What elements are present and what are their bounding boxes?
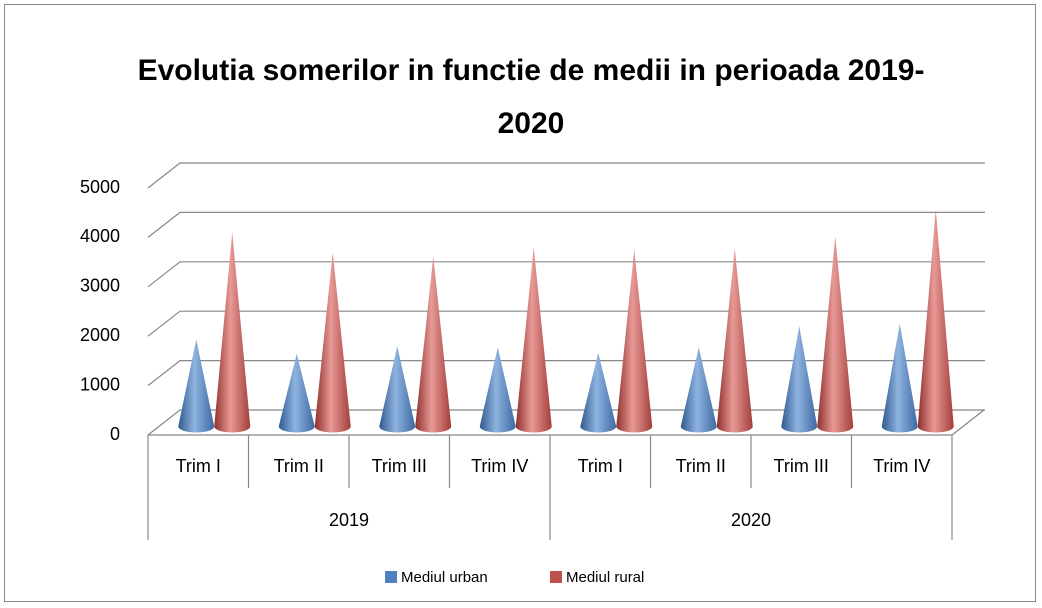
x-tick-label: Trim II [274,456,324,476]
cone [580,352,617,433]
chart-frame [4,4,1036,602]
y-tick-label: 2000 [80,325,120,345]
cone [415,256,452,433]
floor-right [951,409,985,436]
x-tick-label: Trim IV [471,456,528,476]
cone [278,353,315,433]
x-group-label: 2019 [329,510,369,530]
y-tick-label: 3000 [80,276,120,296]
x-tick-label: Trim III [372,456,427,476]
x-group-label: 2020 [731,510,771,530]
legend-swatch [385,571,397,583]
legend-label: Mediul rural [566,569,644,586]
grid-line [147,409,985,436]
y-tick-label: 4000 [80,226,120,246]
x-tick-label: Trim IV [873,456,930,476]
grid-line [147,211,985,238]
grid-line [147,162,985,189]
y-tick-label: 0 [110,424,120,444]
grid-line [147,310,985,337]
x-tick-label: Trim I [176,456,221,476]
x-tick-label: Trim III [774,456,829,476]
cone [178,339,215,433]
cone [917,209,954,433]
cone [817,236,854,433]
grid-line [147,261,985,288]
legend-swatch [550,571,562,583]
cone [214,232,251,433]
cone [781,326,818,433]
x-tick-label: Trim II [676,456,726,476]
cone [515,247,552,433]
cone [479,347,516,433]
chart-title: Evolutia somerilor in functie de medii i… [137,54,925,140]
cone [881,323,918,433]
legend-label: Mediul urban [401,569,488,586]
cone [379,346,416,433]
y-tick-label: 1000 [80,374,120,394]
x-tick-label: Trim I [578,456,623,476]
cone [616,249,653,433]
cone [314,252,351,433]
grid-line [147,360,985,387]
cone [716,248,753,433]
cone [680,347,717,433]
y-tick-label: 5000 [80,177,120,197]
